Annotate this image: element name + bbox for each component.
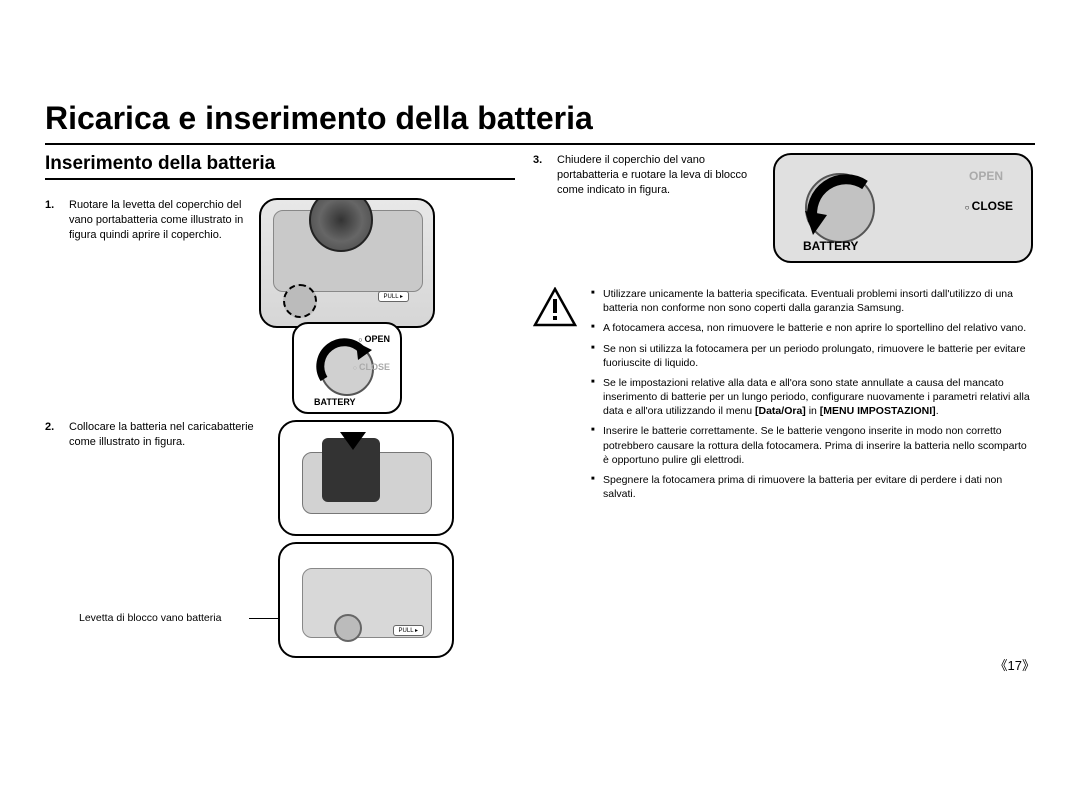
warning-section: Utilizzare unicamente la batteria specif… bbox=[533, 287, 1033, 507]
knob-close-figure: OPEN ○ CLOSE BATTERY bbox=[773, 153, 1033, 263]
warning-item: Utilizzare unicamente la batteria specif… bbox=[591, 287, 1033, 315]
open-label: ○ OPEN bbox=[358, 334, 390, 344]
open-label-muted: OPEN bbox=[969, 169, 1003, 183]
pull-label: PULL ▸ bbox=[378, 291, 409, 302]
step3-row: 3. Chiudere il coperchio del vano portab… bbox=[533, 153, 1033, 263]
camera-bottom-figure: PULL ▸ bbox=[259, 198, 435, 328]
close-label-muted: ○ CLOSE bbox=[353, 362, 390, 372]
warning-icon bbox=[533, 287, 577, 327]
warning-list: Utilizzare unicamente la batteria specif… bbox=[591, 287, 1033, 507]
warning-item: A fotocamera accesa, non rimuovere le ba… bbox=[591, 321, 1033, 335]
right-column: 3. Chiudere il coperchio del vano portab… bbox=[533, 153, 1033, 624]
close-label: ○ CLOSE bbox=[965, 199, 1013, 213]
insert-battery-figure bbox=[278, 420, 454, 536]
page-title: Ricarica e inserimento della batteria bbox=[45, 100, 1035, 137]
warning-item: Inserire le batterie correttamente. Se l… bbox=[591, 424, 1033, 467]
step-3: 3. Chiudere il coperchio del vano portab… bbox=[533, 153, 757, 198]
battery-label: BATTERY bbox=[314, 397, 356, 407]
step-2-text: Collocare la batteria nel caricabatterie… bbox=[69, 420, 264, 450]
warning-item: Spegnere la fotocamera prima di rimuover… bbox=[591, 473, 1033, 501]
step-3-number: 3. bbox=[533, 153, 549, 166]
step-1-number: 1. bbox=[45, 198, 61, 211]
subheading: Inserimento della batteria bbox=[45, 153, 515, 180]
step-1: 1. Ruotare la levetta del coperchio del … bbox=[45, 198, 259, 243]
title-rule bbox=[45, 143, 1035, 145]
down-arrow-icon bbox=[340, 428, 366, 450]
left-column: Inserimento della batteria 1. Ruotare la… bbox=[45, 153, 515, 624]
close-cover-figure: PULL ▸ bbox=[278, 542, 454, 658]
step1-row: 1. Ruotare la levetta del coperchio del … bbox=[45, 198, 515, 414]
lever-callout-text: Levetta di blocco vano batteria bbox=[79, 612, 249, 624]
content-columns: Inserimento della batteria 1. Ruotare la… bbox=[45, 153, 1035, 624]
step-2: 2. Collocare la batteria nel caricabatte… bbox=[45, 420, 515, 664]
page-number: 17 bbox=[995, 655, 1036, 674]
step-1-figures: PULL ▸ ○ OPEN ○ CLOSE BATTERY bbox=[259, 198, 485, 414]
knob-open-detail: ○ OPEN ○ CLOSE BATTERY bbox=[292, 322, 402, 414]
step-3-text: Chiudere il coperchio del vano portabatt… bbox=[557, 153, 757, 198]
step-2-number: 2. bbox=[45, 420, 61, 433]
step-1-text: Ruotare la levetta del coperchio del van… bbox=[69, 198, 259, 243]
pull-label-2: PULL ▸ bbox=[393, 625, 424, 636]
warning-item: Se le impostazioni relative alla data e … bbox=[591, 376, 1033, 419]
battery-label-2: BATTERY bbox=[803, 239, 858, 253]
warning-item: Se non si utilizza la fotocamera per un … bbox=[591, 342, 1033, 370]
